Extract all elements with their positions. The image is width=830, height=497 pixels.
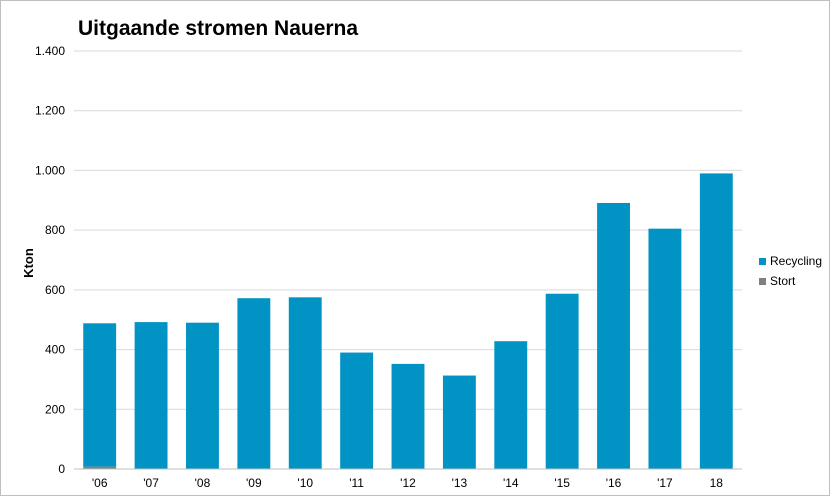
legend-item-recycling: Recycling: [759, 251, 822, 271]
x-tick-label: '09: [246, 476, 262, 490]
legend-swatch-stort: [759, 277, 766, 285]
bar-recycling: [597, 202, 630, 470]
legend-item-stort: Stort: [759, 271, 822, 291]
y-tick-label: 200: [45, 402, 65, 416]
x-axis-ticks: '06 '07 '08 '09 '10 '11 '12 '13 '14 '15 '16 '17 18: [92, 476, 723, 490]
bar-recycling: [134, 322, 168, 469]
y-tick-label: 400: [45, 343, 65, 357]
x-tick-label: '10: [297, 476, 313, 490]
bar-recycling: [494, 341, 528, 469]
x-tick-label: '14: [503, 476, 519, 490]
bar-recycling: [545, 293, 579, 469]
bar-recycling: [186, 322, 219, 469]
x-tick-label: '11: [349, 476, 364, 490]
x-tick-label: '12: [400, 476, 416, 490]
x-tick-label: 18: [710, 476, 724, 490]
x-tick-label: '08: [195, 476, 211, 490]
bar-recycling: [83, 323, 117, 467]
x-tick-label: '13: [452, 476, 468, 490]
legend-swatch-recycling: [759, 257, 766, 265]
legend-label-recycling: Recycling: [770, 254, 823, 268]
x-tick-label: '15: [554, 476, 570, 490]
bar-recycling: [340, 352, 374, 469]
y-tick-label: 0: [58, 462, 65, 476]
y-tick-label: 1.000: [35, 163, 65, 177]
y-axis-label: Kton: [21, 248, 36, 278]
legend: Recycling Stort: [759, 251, 822, 291]
y-axis-ticks: 0 200 400 600 800 1.000 1.200 1.400: [35, 44, 65, 476]
y-tick-label: 600: [45, 283, 65, 297]
bar-recycling: [288, 297, 322, 469]
x-tick-label: '16: [606, 476, 622, 490]
chart-title: Uitgaande stromen Nauerna: [78, 17, 359, 40]
x-tick-label: '17: [657, 476, 673, 490]
y-tick-label: 800: [45, 223, 65, 237]
x-tick-label: '06: [92, 476, 108, 490]
bars: [83, 173, 733, 470]
gridlines: [74, 50, 742, 410]
bar-recycling: [699, 173, 733, 469]
bar-recycling: [237, 298, 271, 469]
x-tick-label: '07: [143, 476, 159, 490]
y-tick-label: 1.400: [35, 44, 65, 58]
bar-recycling: [648, 228, 682, 469]
bar-recycling: [391, 363, 425, 469]
bar-recycling: [442, 375, 476, 469]
y-tick-label: 1.200: [35, 104, 65, 118]
legend-label-stort: Stort: [770, 274, 796, 288]
bar-stort: [83, 466, 117, 469]
